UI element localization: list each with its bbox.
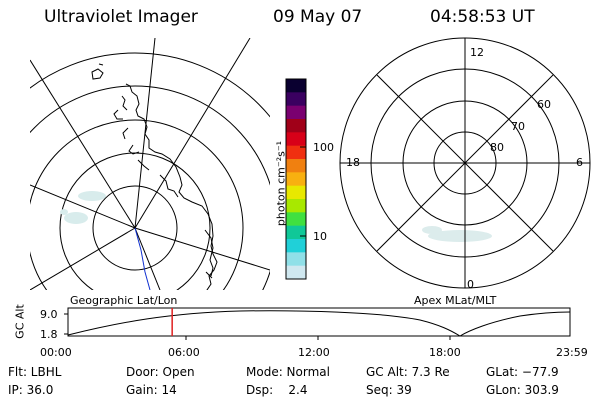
mlt-label-0: 0 [467, 278, 474, 291]
info-door: Door: Open [126, 365, 195, 379]
colorbar-segment [286, 239, 306, 253]
info-glat: GLat: −77.9 [486, 365, 559, 379]
meridian [134, 227, 270, 271]
x-tick-2359: 23:59 [556, 346, 588, 359]
x-tick-1200: 12:00 [298, 346, 330, 359]
colorbar [285, 78, 307, 280]
mlt-label-18: 18 [346, 156, 360, 169]
colorbar-segment [286, 145, 306, 160]
mlat-label-80: 80 [490, 141, 504, 154]
mlat-label-60: 60 [537, 98, 551, 111]
mlat-label-70: 70 [511, 120, 525, 133]
geographic-map-label: Geographic Lat/Lon [70, 294, 178, 307]
coastline [91, 63, 218, 290]
lat-circle-50 [30, 85, 270, 290]
colorbar-segment [286, 159, 306, 173]
altitude-plot [64, 307, 571, 340]
meridian [30, 184, 136, 229]
colorbar-tick-10: 10 [313, 230, 327, 243]
mlt-line-diag [376, 74, 554, 252]
colorbar-ticks [300, 146, 306, 237]
colorbar-segment [286, 212, 306, 227]
colorbar-segment [286, 225, 306, 240]
altitude-y-min: 1.8 [40, 328, 58, 341]
info-gc-alt: GC Alt: 7.3 Re [366, 365, 450, 379]
colorbar-segment [286, 132, 306, 147]
geographic-map [30, 38, 270, 290]
x-tick-1800: 18:00 [429, 346, 461, 359]
colorbar-tick-100: 100 [313, 141, 334, 154]
colorbar-segment [286, 172, 306, 187]
colorbar-segment [286, 105, 306, 120]
coastline [113, 95, 150, 171]
colorbar-segment [286, 185, 306, 200]
colorbar-segment [286, 119, 306, 133]
mlt-label-12: 12 [470, 46, 484, 59]
coastline-blue [134, 227, 151, 290]
date: 09 May 07 [273, 7, 363, 27]
x-tick-0000: 00:00 [40, 346, 72, 359]
x-tick-0600: 06:00 [168, 346, 200, 359]
info-mode: Mode: Normal [246, 365, 330, 379]
altitude-y-max: 9.0 [40, 308, 58, 321]
aurora-glow [422, 226, 492, 242]
time: 04:58:53 UT [430, 7, 535, 27]
info-gain: Gain: 14 [126, 383, 177, 397]
info-glon: GLon: 303.9 [486, 383, 559, 397]
lat-circle-60 [30, 119, 244, 290]
info-dsp: Dsp: 2.4 [246, 383, 308, 397]
info-seq: Seq: 39 [366, 383, 412, 397]
lat-circle-40 [30, 52, 270, 118]
colorbar-frame [285, 78, 307, 280]
info-ip: IP: 36.0 [8, 383, 54, 397]
altitude-ylabel: GC Alt [13, 304, 27, 339]
colorbar-segment [286, 79, 306, 93]
info-flt: Flt: LBHL [8, 365, 62, 379]
colorbar-unit-label: photon cm⁻²s⁻¹ [274, 140, 288, 227]
aurora-glow [60, 191, 106, 224]
coastline [159, 174, 214, 279]
apex-map-label: Apex MLat/MLT [414, 294, 497, 307]
altitude-curve [67, 310, 571, 337]
colorbar-segment [286, 265, 306, 280]
mlt-label-6: 6 [576, 156, 583, 169]
meridian [134, 38, 251, 229]
altitude-plot-frame [67, 307, 571, 337]
title: Ultraviolet Imager [44, 7, 198, 27]
colorbar-segment [286, 252, 306, 267]
meridian [30, 227, 136, 290]
meridian [30, 59, 136, 229]
apex-map [339, 37, 591, 289]
meridian [134, 227, 161, 290]
colorbar-segment [286, 199, 306, 213]
colorbar-segment [286, 92, 306, 107]
lat-circle-80 [92, 185, 178, 271]
